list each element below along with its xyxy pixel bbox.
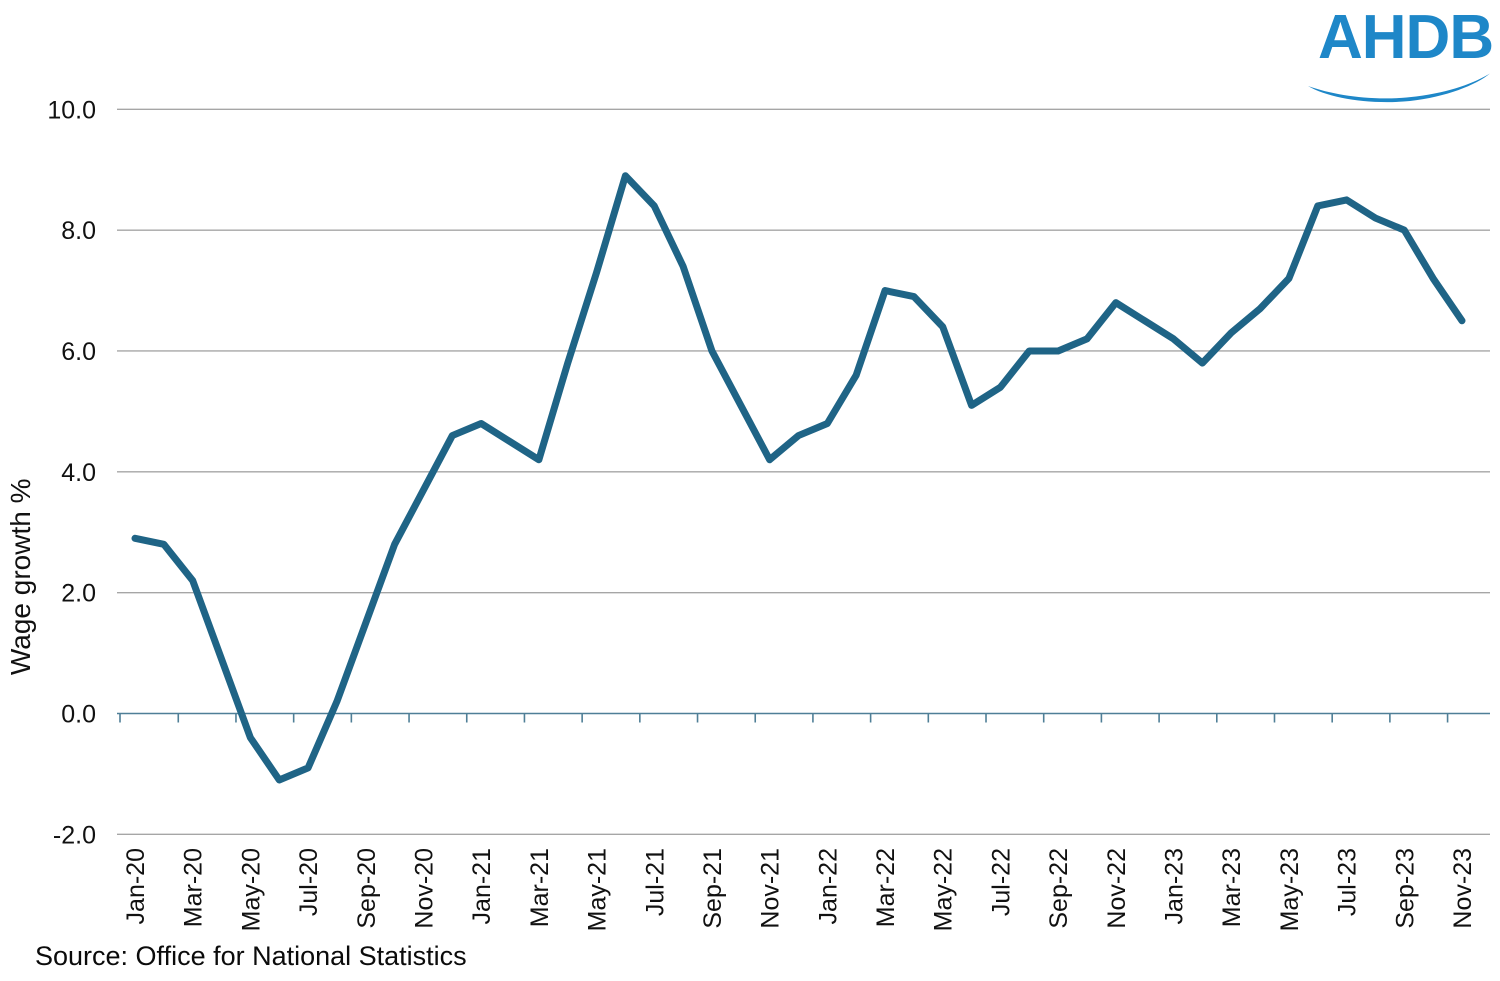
x-tick-label: Jul-20 xyxy=(295,848,323,916)
x-tick-label: Jan-20 xyxy=(122,848,150,924)
x-tick-label: Sep-21 xyxy=(699,848,727,929)
source-caption: Source: Office for National Statistics xyxy=(35,941,467,971)
y-tick-label: 8.0 xyxy=(61,217,96,245)
x-tick-label: Sep-22 xyxy=(1045,848,1073,929)
x-tick-label: Jul-21 xyxy=(641,848,669,916)
y-tick-label: 10.0 xyxy=(47,96,96,124)
x-tick-label: Sep-20 xyxy=(353,848,381,929)
y-tick-label: 6.0 xyxy=(61,338,96,366)
x-tick-label: Nov-21 xyxy=(757,848,785,929)
x-tick-label: Mar-21 xyxy=(526,848,554,927)
y-axis-title: Wage growth % xyxy=(5,479,36,676)
x-tick-label: Mar-20 xyxy=(180,848,208,927)
x-tick-label: Mar-23 xyxy=(1218,848,1246,927)
wage-growth-line xyxy=(131,172,1466,784)
ahdb-logo-text: AHDB xyxy=(1318,3,1494,72)
x-tick-label: Jul-22 xyxy=(987,848,1015,916)
y-tick-label: -2.0 xyxy=(53,821,96,849)
x-tick-label: Jul-23 xyxy=(1334,848,1362,916)
x-tick-label: May-22 xyxy=(930,848,958,931)
y-tick-label: 0.0 xyxy=(61,701,96,729)
x-tick-label: Jan-23 xyxy=(1161,848,1189,924)
x-tick-label: May-21 xyxy=(584,848,612,931)
x-tick-label: Jan-21 xyxy=(468,848,496,924)
x-tick-label: Mar-22 xyxy=(872,848,900,927)
x-tick-label: Nov-22 xyxy=(1103,848,1131,929)
x-tick-label: May-23 xyxy=(1276,848,1304,931)
ahdb-logo: AHDB xyxy=(1306,3,1494,106)
y-tick-label: 4.0 xyxy=(61,459,96,487)
x-tick-label: May-20 xyxy=(237,848,265,931)
ahdb-wave-icon xyxy=(1308,73,1490,103)
x-tick-label: Nov-20 xyxy=(410,848,438,929)
x-tick-label: Jan-22 xyxy=(814,848,842,924)
y-tick-label: 2.0 xyxy=(61,580,96,608)
x-tick-label: Sep-23 xyxy=(1391,848,1419,929)
x-tick-label: Nov-23 xyxy=(1449,848,1477,929)
